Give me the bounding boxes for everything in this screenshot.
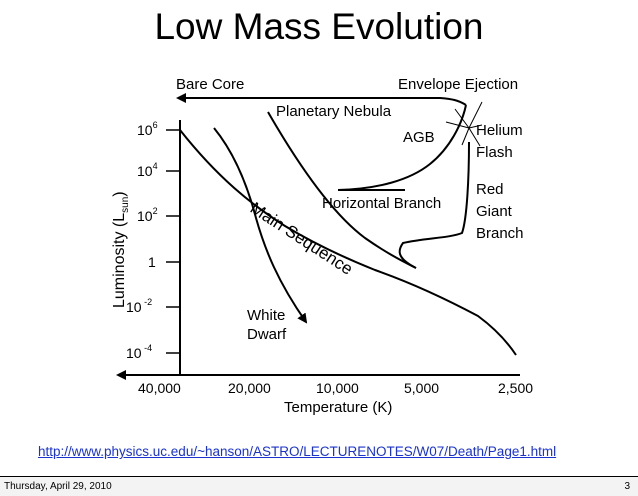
main-sequence-curve: [179, 129, 517, 356]
planetary-nebula-label: Planetary Nebula: [276, 103, 392, 120]
main-sequence-upper-curve: [267, 111, 417, 269]
y-tick-label: 10 -2: [126, 297, 152, 315]
footer-date: Thursday, April 29, 2010: [4, 481, 112, 492]
y-tick-label: 102: [137, 206, 158, 224]
x-tick-label: 10,000: [316, 380, 359, 396]
source-link[interactable]: http://www.physics.uc.edu/~hanson/ASTRO/…: [38, 444, 557, 459]
white-dwarf-label: Dwarf: [247, 326, 287, 343]
white-dwarf-cooling-arrow: [213, 127, 308, 324]
x-tick-label: 2,500: [498, 380, 533, 396]
y-axis-label: Luminosity (Lsun): [111, 191, 131, 308]
white-dwarf-label: White: [247, 307, 285, 324]
y-tick-marks: [166, 129, 180, 354]
red-giant-branch-curve: [398, 141, 470, 269]
y-tick-label: 10 -4: [126, 343, 152, 361]
x-tick-label: 40,000: [138, 380, 181, 396]
agb-label: AGB: [403, 129, 435, 146]
y-tick-label: 104: [137, 161, 158, 179]
x-axis-label: Temperature (K): [284, 399, 392, 416]
helium-flash-burst-icon: [445, 101, 483, 147]
x-tick-label: 20,000: [228, 380, 271, 396]
bare-core-label: Bare Core: [176, 76, 244, 93]
x-tick-label: 5,000: [404, 380, 439, 396]
red-giant-label: Giant: [476, 203, 513, 220]
post-agb-arrow: [176, 93, 467, 106]
page-number: 3: [624, 481, 630, 492]
horizontal-branch-label: Horizontal Branch: [322, 195, 441, 212]
envelope-ejection-label: Envelope Ejection: [398, 76, 518, 93]
red-giant-label: Branch: [476, 225, 524, 242]
slide-title: Low Mass Evolution: [154, 6, 484, 47]
helium-flash-label: Helium: [476, 122, 523, 139]
agb-curve: [337, 104, 467, 191]
y-tick-label: 106: [137, 120, 158, 138]
y-tick-label: 1: [148, 254, 156, 270]
hr-diagram: 106 104 102 1 10 -2 10 -4 Luminosity (Ls…: [111, 76, 533, 416]
red-giant-label: Red: [476, 181, 504, 198]
helium-flash-label: Flash: [476, 144, 513, 161]
footer-bar: Thursday, April 29, 2010 3: [0, 476, 638, 496]
